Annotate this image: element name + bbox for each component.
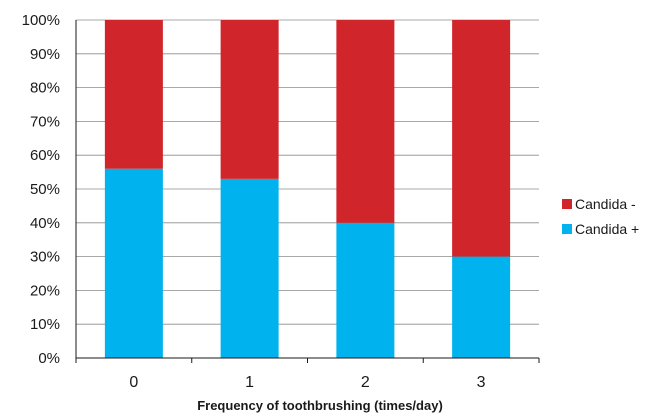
legend-swatch [562, 224, 572, 234]
y-tick-label: 80% [30, 80, 60, 97]
x-axis-title: Frequency of toothbrushing (times/day) [197, 398, 443, 413]
x-tick-label: 1 [245, 374, 254, 391]
x-tick-label: 3 [477, 374, 486, 391]
bar-segment-candida-positive [104, 168, 163, 358]
bar-segment-candida-negative [452, 20, 511, 257]
legend: Candida - Candida + [562, 196, 639, 237]
y-tick-label: 90% [30, 46, 60, 63]
x-tick-label: 2 [361, 374, 370, 391]
y-tick-label: 60% [30, 147, 60, 164]
y-tick-label: 0% [38, 350, 60, 367]
y-tick-label: 40% [30, 215, 60, 232]
axes [75, 20, 540, 363]
y-tick-label: 30% [30, 249, 60, 266]
legend-label: Candida - [575, 196, 636, 212]
bar-segment-candida-negative [220, 20, 279, 179]
y-tick-label: 10% [30, 316, 60, 333]
legend-label: Candida + [575, 221, 639, 237]
y-tick-label: 20% [30, 282, 60, 299]
y-tick-labels: 0% 10% 20% 30% 40% 50% 60% 70% 80% 90% 100% [22, 12, 60, 367]
x-tick-labels: 0 1 2 3 [129, 374, 485, 391]
bar-segment-candida-negative [336, 20, 395, 223]
bar-segment-candida-positive [452, 256, 511, 358]
bar-segment-candida-positive [220, 178, 279, 358]
bar-segment-candida-negative [104, 20, 163, 169]
y-tick-label: 100% [22, 12, 60, 29]
y-tick-label: 50% [30, 181, 60, 198]
bar-segment-candida-positive [336, 222, 395, 358]
x-tick-label: 0 [129, 374, 138, 391]
bars [104, 20, 511, 358]
legend-swatch [562, 199, 572, 209]
y-tick-label: 70% [30, 113, 60, 130]
